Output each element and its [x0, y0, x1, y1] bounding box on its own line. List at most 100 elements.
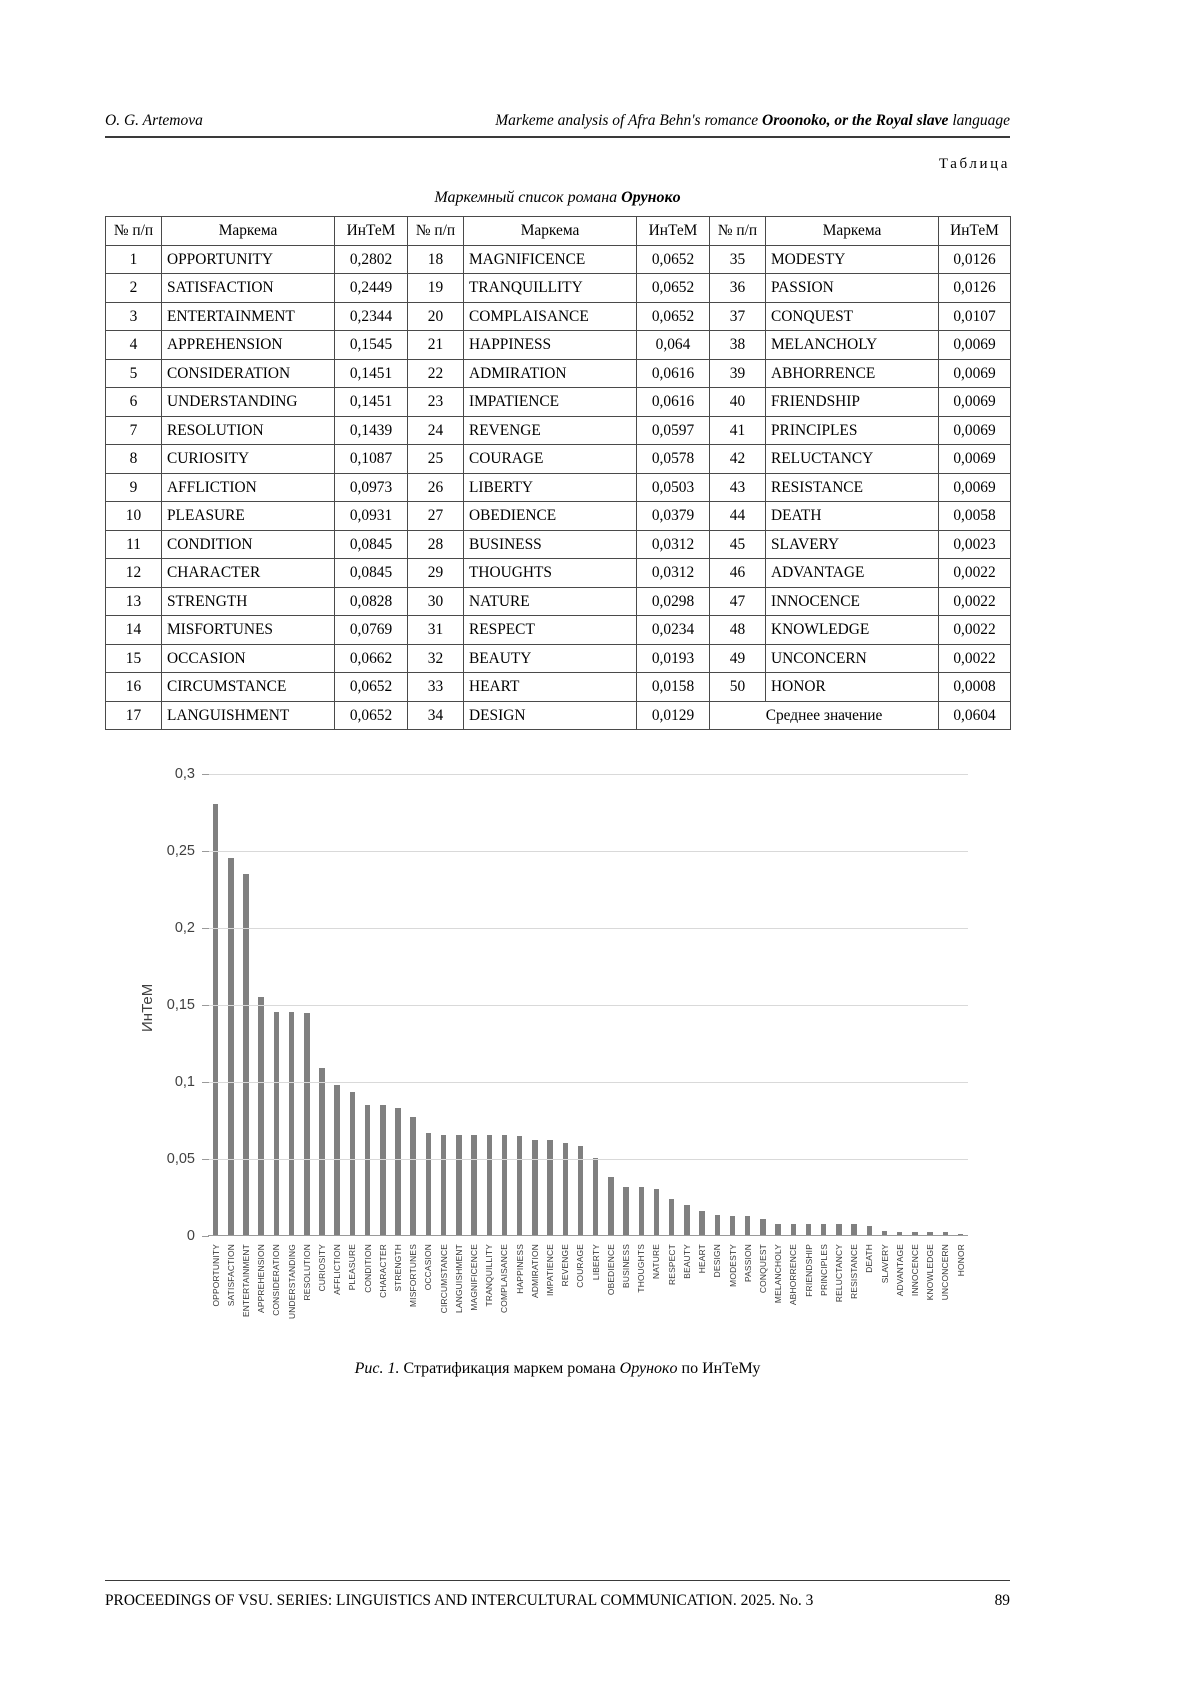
chart-x-tick-label: REVENGE — [560, 1244, 570, 1286]
chart-bar-cell — [390, 773, 405, 1235]
row-intem-1: 0,0652 — [335, 673, 408, 702]
chart-bar — [258, 997, 264, 1235]
row-markeme-2: COURAGE — [464, 445, 637, 474]
chart-gridline — [208, 851, 968, 852]
row-num-3: 40 — [710, 388, 766, 417]
chart-x-label-cell: RESPECT — [664, 1242, 679, 1392]
row-intem-3: 0,0069 — [939, 416, 1011, 445]
row-markeme-3: UNCONCERN — [766, 644, 939, 673]
chart-bar-cell — [679, 773, 694, 1235]
row-markeme-1: CIRCUMSTANCE — [162, 673, 335, 702]
chart-bar — [851, 1224, 857, 1235]
chart-bar — [410, 1117, 416, 1235]
chart-x-tick-label: CONDITION — [363, 1244, 373, 1293]
chart-x-label-cell: ADMIRATION — [527, 1242, 542, 1392]
chart-x-label-cell: IMPATIENCE — [542, 1242, 557, 1392]
row-num-3: 35 — [710, 245, 766, 274]
chart-x-tick-label: DEATH — [864, 1244, 874, 1273]
chart-bar-cell — [330, 773, 345, 1235]
chart-x-tick-label: AFFLICTION — [332, 1244, 342, 1295]
chart-x-label-cell: OBEDIENCE — [603, 1242, 618, 1392]
chart-x-label-cell: FRIENDSHIP — [801, 1242, 816, 1392]
chart-x-label-cell: REVENGE — [558, 1242, 573, 1392]
chart-bar-cell — [649, 773, 664, 1235]
chart-bar — [365, 1105, 371, 1235]
stratification-chart: ИнТеМ 00,050,10,150,20,250,3 OPPORTUNITY… — [105, 774, 1010, 1354]
row-markeme-1: CONDITION — [162, 530, 335, 559]
chart-bar — [213, 804, 219, 1236]
chart-bar — [927, 1232, 933, 1235]
row-markeme-1: AFFLICTION — [162, 473, 335, 502]
chart-x-label-cell: COURAGE — [573, 1242, 588, 1392]
chart-bar — [897, 1232, 903, 1235]
average-value-cell: 0,0604 — [939, 701, 1011, 730]
table-row: 7RESOLUTION0,143924REVENGE0,059741PRINCI… — [106, 416, 1011, 445]
chart-x-tick-label: ENTERTAINMENT — [241, 1244, 251, 1317]
footer-divider — [105, 1580, 1010, 1581]
chart-x-tick-label: CONSIDERATION — [271, 1244, 281, 1316]
chart-x-tick-label: CHARACTER — [378, 1244, 388, 1298]
chart-bar-cell — [603, 773, 618, 1235]
chart-bar-cell — [953, 773, 968, 1235]
chart-tick-mark — [202, 1159, 209, 1160]
chart-tick-mark — [202, 851, 209, 852]
chart-bar-cell — [862, 773, 877, 1235]
row-intem-3: 0,0069 — [939, 473, 1011, 502]
chart-bar — [380, 1105, 386, 1235]
column-header-num-1: № п/п — [106, 217, 162, 246]
row-intem-3: 0,0069 — [939, 359, 1011, 388]
chart-bar-cell — [816, 773, 831, 1235]
row-markeme-2: THOUGHTS — [464, 559, 637, 588]
chart-bar — [760, 1219, 766, 1235]
chart-x-tick-label: HAPPINESS — [515, 1244, 525, 1294]
row-intem-1: 0,1451 — [335, 359, 408, 388]
row-num-1: 13 — [106, 587, 162, 616]
chart-x-tick-label: CIRCUMSTANCE — [439, 1244, 449, 1313]
chart-bar-cell — [421, 773, 436, 1235]
table-row: 8CURIOSITY0,108725COURAGE0,057842RELUCTA… — [106, 445, 1011, 474]
table-caption: Маркемный список романа Орунокo — [105, 189, 1010, 207]
row-intem-1: 0,0769 — [335, 616, 408, 645]
row-num-3: 45 — [710, 530, 766, 559]
chart-bar-cell — [664, 773, 679, 1235]
chart-x-label-cell: LANGUISHMENT — [451, 1242, 466, 1392]
table-row: 9AFFLICTION0,097326LIBERTY0,050343RESIST… — [106, 473, 1011, 502]
chart-x-tick-label: APPREHENSION — [256, 1244, 266, 1313]
row-num-2: 19 — [408, 274, 464, 303]
chart-bar-cell — [527, 773, 542, 1235]
chart-x-label-cell: KNOWLEDGE — [923, 1242, 938, 1392]
row-num-2: 24 — [408, 416, 464, 445]
chart-bar — [715, 1215, 721, 1235]
row-num-2: 32 — [408, 644, 464, 673]
chart-bar-cell — [558, 773, 573, 1235]
row-markeme-3: RESISTANCE — [766, 473, 939, 502]
row-markeme-3: ADVANTAGE — [766, 559, 939, 588]
markeme-table: № п/п Маркема ИнТеМ № п/п Маркема ИнТеМ … — [105, 216, 1011, 730]
chart-y-tick-label: 0,05 — [141, 1151, 195, 1167]
chart-bar-cell — [269, 773, 284, 1235]
table-row: 10PLEASURE0,093127OBEDIENCE0,037944DEATH… — [106, 502, 1011, 531]
row-markeme-2: ADMIRATION — [464, 359, 637, 388]
chart-x-label-cell: COMPLAISANCE — [497, 1242, 512, 1392]
row-markeme-2: NATURE — [464, 587, 637, 616]
row-markeme-1: RESOLUTION — [162, 416, 335, 445]
chart-bar — [395, 1108, 401, 1236]
row-intem-1: 0,0845 — [335, 559, 408, 588]
chart-x-tick-label: OPPORTUNITY — [211, 1244, 221, 1307]
row-markeme-1: OPPORTUNITY — [162, 245, 335, 274]
table-row: 15OCCASION0,066232BEAUTY0,019349UNCONCER… — [106, 644, 1011, 673]
chart-bar — [426, 1133, 432, 1235]
row-intem-1: 0,0652 — [335, 701, 408, 730]
row-num-3: 37 — [710, 302, 766, 331]
row-markeme-1: CONSIDERATION — [162, 359, 335, 388]
chart-bar-cell — [892, 773, 907, 1235]
row-markeme-3: SLAVERY — [766, 530, 939, 559]
chart-x-label-cell: BEAUTY — [679, 1242, 694, 1392]
chart-x-tick-label: RESISTANCE — [849, 1244, 859, 1299]
row-intem-2: 0,0616 — [637, 388, 710, 417]
chart-x-label-cell: RELUCTANCY — [831, 1242, 846, 1392]
chart-bar-cell — [923, 773, 938, 1235]
chart-bar — [304, 1013, 310, 1235]
chart-bar-cell — [482, 773, 497, 1235]
row-markeme-2: BEAUTY — [464, 644, 637, 673]
